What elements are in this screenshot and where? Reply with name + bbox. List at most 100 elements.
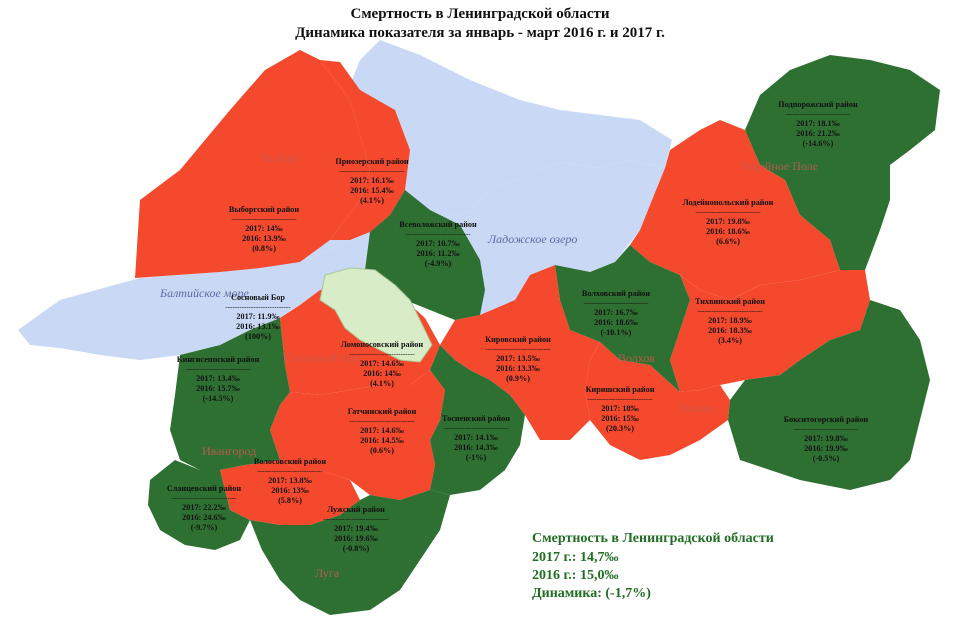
district-separator: ---------------------------- bbox=[339, 167, 405, 175]
district-value-2017: 2017: 18.1‰ bbox=[796, 119, 840, 128]
district-separator: ---------------------------- bbox=[257, 467, 323, 475]
label-ladoga: Ладожское озеро bbox=[487, 232, 577, 246]
district-label-lomonosovsky: Ломоносовский район---------------------… bbox=[341, 340, 424, 388]
district-slantsevsky bbox=[148, 460, 250, 550]
district-name: Кировский район bbox=[485, 335, 551, 344]
district-value-2017: 2017: 19.8‰ bbox=[804, 434, 848, 443]
district-name: Кингисеппский район bbox=[177, 355, 260, 364]
district-name: Приозерский район bbox=[335, 157, 409, 166]
district-value-2016: 2016: 18.6‰ bbox=[594, 318, 638, 327]
saint-petersburg bbox=[319, 267, 433, 363]
district-value-2016: 2016: 13‰ bbox=[271, 486, 309, 495]
district-value-2016: 2016: 21.2‰ bbox=[796, 129, 840, 138]
district-name: Волховский район bbox=[582, 289, 651, 298]
district-change: (4.1%) bbox=[370, 379, 394, 388]
district-separator: ---------------------------- bbox=[171, 494, 237, 502]
district-separator: ---------------------------- bbox=[323, 515, 389, 523]
district-tikhvinsky bbox=[670, 270, 870, 392]
district-label-vsevolozhsky: Всеволожский район----------------------… bbox=[399, 220, 477, 268]
district-change: (-0.5%) bbox=[813, 454, 840, 463]
district-label-podporozhsky: Подпорожский район----------------------… bbox=[778, 100, 858, 148]
district-separator: ---------------------------- bbox=[587, 395, 653, 403]
label-baltic: Балтийское море bbox=[159, 286, 249, 300]
district-name: Сосновый Бор bbox=[231, 293, 285, 302]
district-value-2017: 2017: 14.6‰ bbox=[360, 359, 404, 368]
city-luga: Луга bbox=[315, 566, 340, 580]
district-value-2017: 2017: 11.9‰ bbox=[236, 312, 280, 321]
summary-dynamics: Динамика: (-1,7%) bbox=[532, 586, 651, 601]
map-subtitle: Динамика показателя за январь - март 201… bbox=[295, 25, 665, 41]
district-change: (-4.9%) bbox=[425, 259, 452, 268]
district-label-priozersky: Приозерский район-----------------------… bbox=[335, 157, 409, 205]
district-separator: ---------------------------- bbox=[695, 208, 761, 216]
district-label-slantsevsky: Сланцевский район-----------------------… bbox=[167, 484, 241, 532]
district-name: Бокситогорский район bbox=[784, 415, 869, 424]
district-change: (4.1%) bbox=[360, 196, 384, 205]
district-value-2016: 2016: 14‰ bbox=[363, 369, 401, 378]
district-change: (100%) bbox=[245, 332, 271, 341]
district-separator: ---------------------------- bbox=[405, 230, 471, 238]
district-separator: ---------------------------- bbox=[583, 299, 649, 307]
city-vyborg: Выборг bbox=[262, 151, 301, 165]
district-separator: ---------------------------- bbox=[485, 345, 551, 353]
district-value-2017: 2017: 19.8‰ bbox=[706, 217, 750, 226]
summary-2016: 2016 г.: 15,0‰ bbox=[532, 568, 619, 583]
district-label-kirovsky: Кировский район-------------------------… bbox=[485, 335, 551, 383]
district-name: Лужский район bbox=[327, 505, 385, 514]
district-separator: ---------------------------- bbox=[231, 215, 297, 223]
summary-title: Смертность в Ленинградской области bbox=[532, 531, 774, 546]
city-lodeynoe-pole: Лодейное Поле bbox=[740, 159, 818, 173]
district-name: Тосненский район bbox=[442, 414, 510, 423]
district-change: (3.4%) bbox=[718, 336, 742, 345]
district-label-kingiseppsky: Кингисеппский район---------------------… bbox=[177, 355, 260, 403]
district-value-2016: 2016: 15‰ bbox=[601, 414, 639, 423]
district-volosovsky bbox=[220, 460, 360, 525]
district-change: (0.8%) bbox=[252, 244, 276, 253]
district-value-2017: 2017: 19.4‰ bbox=[334, 524, 378, 533]
district-value-2016: 2016: 13.1‰ bbox=[236, 322, 280, 331]
district-label-volkhovsky: Волховский район------------------------… bbox=[582, 289, 651, 337]
district-volkhovsky bbox=[555, 245, 690, 392]
district-labels: Подпорожский район ----------------------… bbox=[167, 100, 869, 553]
district-value-2016: 2016: 24.6‰ bbox=[182, 513, 226, 522]
district-value-2017: 2017: 13.5‰ bbox=[496, 354, 540, 363]
district-value-2016: 2016: 15.4‰ bbox=[350, 186, 394, 195]
district-value-2016: 2016: 13.9‰ bbox=[242, 234, 286, 243]
district-kingiseppsky bbox=[170, 318, 290, 470]
district-change: (-9.7%) bbox=[191, 523, 218, 532]
district-name: Киришский район bbox=[586, 385, 655, 394]
district-change: (-1%) bbox=[466, 453, 487, 462]
district-value-2016: 2016: 19.6‰ bbox=[334, 534, 378, 543]
district-value-2017: 2017: 10.7‰ bbox=[416, 239, 460, 248]
district-change: (5.8%) bbox=[278, 496, 302, 505]
district-label-vyborgsky: Выборгский район------------------------… bbox=[229, 205, 299, 253]
district-label-luzhsky: Лужский район---------------------------… bbox=[323, 505, 389, 553]
city-volkhov: Волхов bbox=[618, 351, 655, 365]
district-value-2017: 2017: 14‰ bbox=[245, 224, 283, 233]
district-value-2016: 2016: 18.6‰ bbox=[706, 227, 750, 236]
district-name: Подпорожский район bbox=[778, 100, 858, 109]
district-tosnensky bbox=[430, 345, 525, 495]
district-value-2017: 2017: 18.9‰ bbox=[708, 316, 752, 325]
district-name: Сланцевский район bbox=[167, 484, 241, 493]
district-change: (-10.1%) bbox=[601, 328, 632, 337]
district-value-2017: 2017: 14.1‰ bbox=[454, 433, 498, 442]
district-kirishsky bbox=[585, 342, 730, 460]
district-label-tikhvinsky: Тихвинский район------------------------… bbox=[695, 297, 765, 345]
district-kirovsky bbox=[440, 265, 600, 440]
district-value-2016: 2016: 15.7‰ bbox=[196, 384, 240, 393]
district-value-2017: 2017: 14.6‰ bbox=[360, 426, 404, 435]
district-separator: ---------------------------- bbox=[793, 425, 859, 433]
district-change: (20.3%) bbox=[606, 424, 634, 433]
district-label-tosnensky: Тосненский район------------------------… bbox=[442, 414, 510, 462]
district-name: Лодейнопольский район bbox=[683, 198, 774, 207]
district-value-2017: 2017: 22.2‰ bbox=[182, 503, 226, 512]
district-change: (0.9%) bbox=[506, 374, 530, 383]
district-podporozhsky bbox=[745, 55, 940, 270]
district-value-2017: 2017: 18‰ bbox=[601, 404, 639, 413]
district-change: (0.6%) bbox=[370, 446, 394, 455]
district-name: Всеволожский район bbox=[399, 220, 477, 229]
district-change: (-14.5%) bbox=[203, 394, 234, 403]
